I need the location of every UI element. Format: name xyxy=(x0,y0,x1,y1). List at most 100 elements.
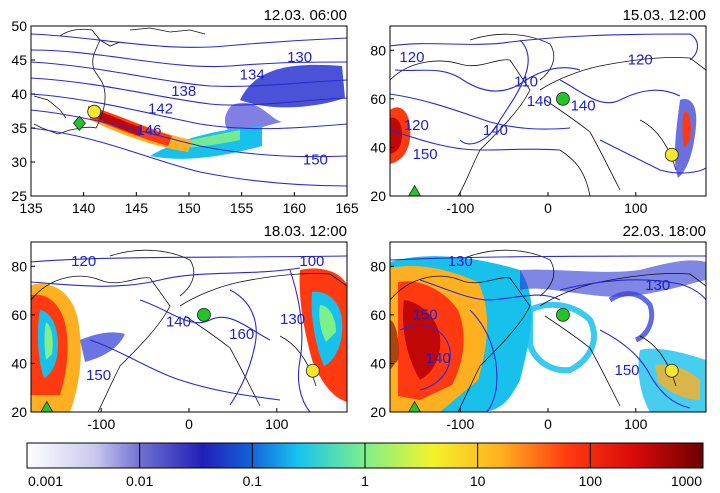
panel-3-contours xyxy=(31,255,347,412)
panel-2-markers xyxy=(408,91,679,196)
panel-2-contour-label: 140 xyxy=(527,93,552,110)
marker-triangle xyxy=(408,400,421,412)
panel-4: 22.03. 18:00 xyxy=(370,223,707,432)
y-tick-label: 20 xyxy=(370,404,386,420)
x-tick-label: 145 xyxy=(125,200,149,216)
panel-4-contour-label: 130 xyxy=(448,253,473,270)
panel-4-plot: 130 130 150 140 150 xyxy=(390,249,706,412)
marker-circle xyxy=(556,307,570,322)
x-tick-label: 160 xyxy=(283,200,307,216)
y-tick-label: 35 xyxy=(11,120,27,136)
y-tick-label: 40 xyxy=(11,355,27,371)
panel-2-contour-label: 150 xyxy=(413,146,438,163)
x-tick-label: 100 xyxy=(624,200,648,216)
panel-3-ticks: -100 0 100 20 40 60 80 xyxy=(11,258,288,432)
x-tick-label: 155 xyxy=(230,200,254,216)
colorbar-tick-label: 1000 xyxy=(671,473,702,489)
panel-3-coastlines xyxy=(31,249,347,412)
panel-3-contour-label: 160 xyxy=(229,326,254,343)
panel-1-plume xyxy=(88,64,345,159)
marker-circle xyxy=(556,91,570,106)
x-tick-label: -100 xyxy=(446,200,474,216)
marker-circle xyxy=(197,307,211,322)
panel-1-contour-label: 130 xyxy=(287,49,312,66)
panel-2-ticks: -100 0 100 20 40 60 80 xyxy=(370,42,647,216)
panel-3-contour-label: 100 xyxy=(299,253,324,270)
y-tick-label: 40 xyxy=(370,355,386,371)
y-tick-label: 20 xyxy=(370,188,386,204)
panel-2-contour-label: 120 xyxy=(404,117,429,134)
panel-4-ticks: -100 0 100 20 40 60 80 xyxy=(370,258,647,432)
panel-1-title: 12.03. 06:00 xyxy=(264,7,347,24)
panel-3-title: 18.03. 12:00 xyxy=(264,223,347,240)
x-tick-label: 150 xyxy=(177,200,201,216)
panel-1: 12.03. 06:00 xyxy=(11,7,358,216)
panel-3-contour-label: 150 xyxy=(86,367,111,384)
panel-2: 15.03. 12:00 xyxy=(370,7,707,216)
panel-3-contour-label: 130 xyxy=(280,311,305,328)
panel-4-contour-label: 130 xyxy=(645,277,670,294)
panel-1-ticks: 135 140 145 150 155 160 165 25 30 35 40 45 50 xyxy=(11,18,358,216)
marker-triangle xyxy=(40,400,54,412)
marker-circle xyxy=(664,363,679,378)
panel-3-plume xyxy=(31,268,347,412)
panel-3: 18.03. 12:00 xyxy=(11,223,348,432)
panel-1-contour-label: 134 xyxy=(240,66,265,83)
x-tick-label: 0 xyxy=(544,200,552,216)
x-tick-label: 140 xyxy=(72,200,96,216)
panel-3-plot: 120 100 140 160 130 150 xyxy=(31,249,347,412)
panel-2-contour-label: 140 xyxy=(483,122,508,139)
y-tick-label: 30 xyxy=(11,154,27,170)
panel-2-plume xyxy=(390,99,697,178)
y-tick-label: 80 xyxy=(11,258,27,274)
x-tick-label: 100 xyxy=(265,416,289,432)
colorbar-tick-label: 0.01 xyxy=(126,473,153,489)
panel-1-markers xyxy=(72,104,102,131)
colorbar-tick-label: 0.1 xyxy=(243,473,263,489)
panel-2-contour-labels: 120 120 110 140 140 120 140 150 xyxy=(399,49,652,163)
colorbar-ticks: 0.001 0.01 0.1 1 10 100 1000 xyxy=(28,443,702,489)
marker-triangle xyxy=(408,184,421,196)
x-tick-label: 135 xyxy=(19,200,43,216)
y-tick-label: 80 xyxy=(370,42,386,58)
x-tick-label: 165 xyxy=(335,200,359,216)
colorbar-tick-label: 0.001 xyxy=(28,473,63,489)
panel-4-contour-label: 150 xyxy=(614,362,639,379)
y-tick-label: 60 xyxy=(370,307,386,323)
y-tick-label: 25 xyxy=(11,188,27,204)
panel-4-title: 22.03. 18:00 xyxy=(623,223,706,240)
panel-1-contour-labels: 130 134 138 142 146 150 xyxy=(136,49,327,169)
panel-4-markers xyxy=(408,307,679,412)
panel-2-title: 15.03. 12:00 xyxy=(623,7,706,24)
marker-diamond xyxy=(72,115,86,131)
panel-2-contour-label: 110 xyxy=(514,73,538,90)
colorbar: 0.001 0.01 0.1 1 10 100 1000 xyxy=(26,442,704,489)
x-tick-label: -100 xyxy=(87,416,115,432)
panel-2-frame xyxy=(389,25,707,197)
y-tick-label: 45 xyxy=(11,52,27,68)
panel-2-coastlines xyxy=(390,33,706,196)
y-tick-label: 50 xyxy=(11,18,27,34)
y-tick-label: 40 xyxy=(370,139,386,155)
panel-3-contour-label: 140 xyxy=(166,314,191,331)
panel-3-markers xyxy=(40,307,320,412)
colorbar-tick-label: 1 xyxy=(361,473,369,489)
y-tick-label: 80 xyxy=(370,258,386,274)
panel-3-contour-labels: 120 100 140 160 130 150 xyxy=(71,253,324,384)
x-tick-label: 0 xyxy=(185,416,193,432)
colorbar-tick-label: 10 xyxy=(470,473,486,489)
panel-2-contour-label: 140 xyxy=(571,98,596,115)
x-tick-label: 0 xyxy=(544,416,552,432)
panel-1-contour-label: 150 xyxy=(303,151,328,168)
panel-4-contour-labels: 130 130 150 140 150 xyxy=(413,253,671,379)
panel-4-contours xyxy=(390,255,706,412)
panel-1-contour-label: 138 xyxy=(171,83,196,100)
panel-4-contour-label: 140 xyxy=(426,350,451,367)
panel-2-plot: 120 120 110 140 140 120 140 150 xyxy=(390,33,706,196)
panel-4-plume xyxy=(390,256,706,412)
y-tick-label: 60 xyxy=(370,91,386,107)
panel-1-contour-label: 142 xyxy=(148,100,173,117)
colorbar-tick-label: 100 xyxy=(579,473,603,489)
marker-circle xyxy=(87,104,102,119)
